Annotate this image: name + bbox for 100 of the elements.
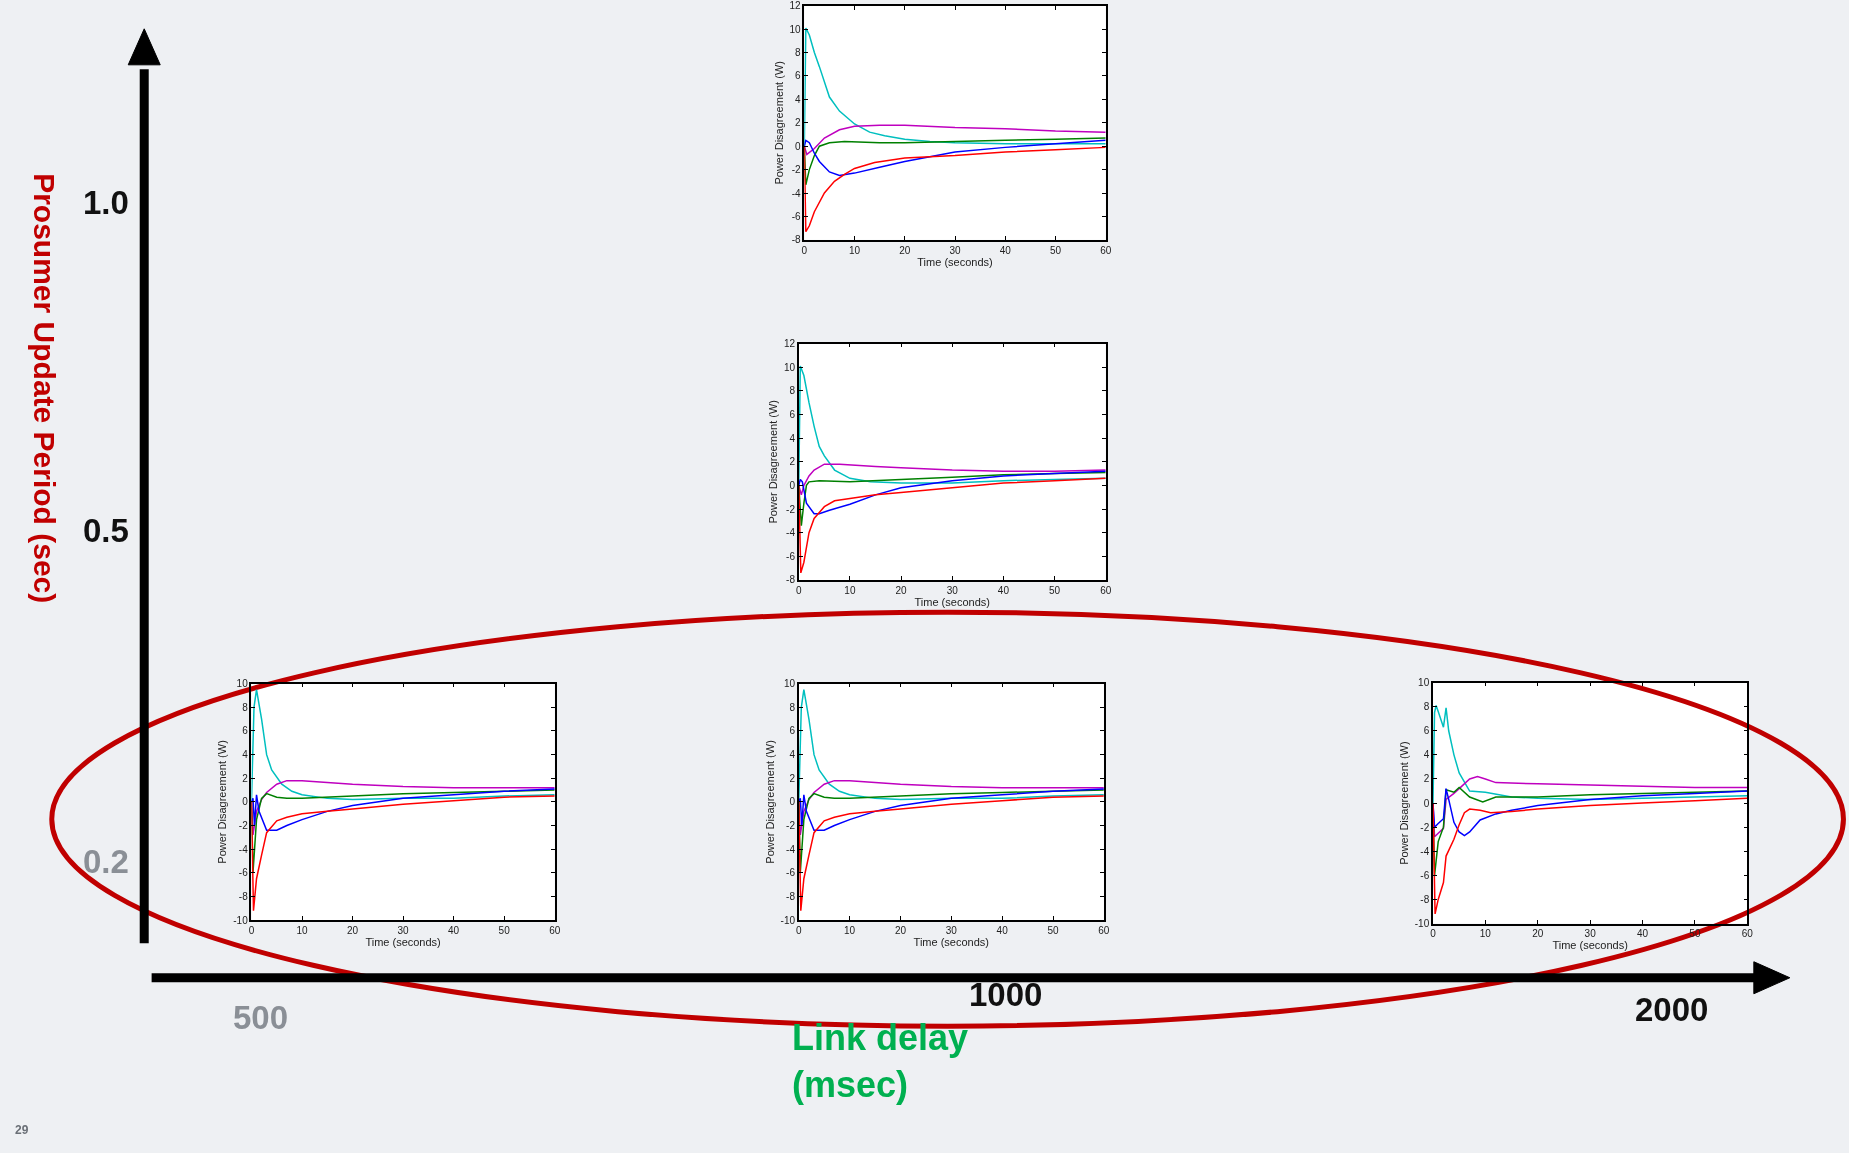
y-tick-label: -8 — [786, 890, 796, 902]
y-tick-label: 10 — [783, 361, 796, 373]
y-tick-label: -4 — [786, 527, 796, 539]
y-tick-label: 4 — [789, 749, 796, 761]
text: 1000 — [969, 976, 1043, 1013]
x-tick-label: 30 — [946, 584, 959, 596]
x-tick-label: 60 — [549, 924, 561, 936]
x-tick-label: 30 — [1584, 928, 1597, 940]
y-tick-label: -2 — [786, 503, 796, 515]
text: 2000 — [1635, 991, 1709, 1028]
x-axis-title: Time (seconds) — [365, 935, 441, 948]
y-tick-label: -8 — [786, 574, 796, 586]
line-series — [1432, 775, 1748, 838]
y-tick-label: -6 — [786, 867, 796, 879]
x-tick-label: 10 — [296, 924, 308, 936]
text: 500 — [233, 999, 289, 1036]
x-tick-label: 20 — [346, 924, 359, 936]
line-series — [798, 795, 1104, 912]
y-tick-label: -6 — [1420, 869, 1430, 881]
y-tick-label: 8 — [789, 701, 796, 713]
y-tick-label: 4 — [789, 432, 796, 444]
line-series — [251, 688, 555, 803]
line-series — [251, 779, 555, 836]
y-tick-label: -2 — [791, 164, 801, 176]
x-tick-label: 10 — [844, 924, 856, 936]
line-series — [804, 137, 1106, 186]
x-tick-label: 40 — [997, 584, 1010, 596]
y-tick-label: 6 — [795, 70, 801, 82]
x-tick-label: 50 — [1049, 244, 1062, 256]
line-series — [1432, 787, 1748, 837]
text: Prosumer Update Period (sec) — [27, 173, 61, 604]
line-series — [798, 477, 1106, 574]
x-tick-label: 60 — [1100, 584, 1112, 596]
line-series — [798, 788, 1104, 832]
x-tick-label: 10 — [848, 244, 861, 256]
y-tick-label: -8 — [791, 234, 801, 246]
x-tick-label: 40 — [996, 924, 1009, 936]
line-series — [804, 124, 1106, 156]
y-tick-label: 12 — [789, 0, 801, 12]
y-tick-label: 10 — [789, 23, 801, 35]
y-tick-label: 10 — [1418, 677, 1430, 689]
y-tick-label: -4 — [786, 843, 796, 855]
x-tick-label: 60 — [1741, 928, 1754, 940]
x-axis-title: Time (seconds) — [914, 595, 990, 608]
y-axis-title: Power Disagreement (W) — [767, 400, 780, 524]
y-tick-label: 6 — [242, 725, 249, 737]
y-tick-label: -10 — [233, 914, 249, 926]
text: 1.0 — [83, 184, 129, 221]
y-tick-label: 8 — [795, 47, 801, 59]
line-series — [804, 139, 1106, 177]
y-tick-label: -4 — [791, 187, 801, 199]
text: 0.2 — [83, 843, 129, 880]
y-tick-label: 8 — [789, 385, 796, 397]
x-axis-title: Time (seconds) — [913, 935, 990, 948]
y-axis-title: Power Disagreement (W) — [1397, 741, 1410, 865]
y-tick-label: 4 — [1423, 749, 1430, 761]
x-tick-label: 20 — [899, 244, 911, 256]
y-tick-label: 4 — [795, 93, 801, 105]
x-tick-label: 20 — [895, 584, 908, 596]
y-tick-label: 6 — [789, 409, 796, 420]
y-tick-label: 10 — [783, 678, 796, 690]
y-tick-label: -2 — [786, 820, 796, 832]
x-tick-label: 60 — [1098, 924, 1110, 936]
y-tick-label: -4 — [1420, 845, 1430, 857]
y-tick-label: 0 — [789, 796, 796, 808]
y-tick-label: 2 — [789, 772, 796, 784]
line-series — [1432, 797, 1748, 915]
y-tick-label: -2 — [1420, 821, 1430, 833]
x-tick-label: 40 — [999, 244, 1012, 256]
y-tick-label: 2 — [795, 117, 801, 129]
x-tick-label: 60 — [1100, 244, 1112, 256]
x-tick-label: 20 — [894, 924, 907, 936]
y-tick-label: 12 — [783, 338, 796, 350]
y-tick-label: -6 — [238, 867, 249, 879]
y-tick-label: 2 — [1423, 773, 1430, 785]
y-tick-label: -2 — [238, 820, 249, 832]
x-tick-label: 30 — [945, 924, 958, 936]
line-series — [798, 779, 1104, 836]
y-tick-label: -8 — [238, 890, 249, 902]
line-series — [804, 145, 1106, 233]
text: 0.5 — [83, 512, 129, 549]
y-axis-title: Power Disagreement (W) — [216, 740, 229, 864]
line-series — [798, 688, 1104, 803]
y-tick-label: -4 — [238, 843, 249, 855]
y-tick-label: 2 — [789, 456, 796, 468]
x-tick-label: 50 — [1048, 584, 1061, 596]
y-tick-label: 4 — [242, 749, 249, 761]
text: Link delay (msec) — [792, 1017, 969, 1105]
line-series — [1432, 704, 1748, 804]
y-tick-label: -10 — [1414, 918, 1430, 930]
y-tick-label: 10 — [236, 678, 249, 690]
x-tick-label: 50 — [1047, 924, 1060, 936]
x-tick-label: 40 — [1636, 928, 1649, 940]
y-axis-title: Power Disagreement (W) — [772, 61, 785, 185]
y-tick-label: -10 — [780, 914, 796, 926]
y-tick-label: 8 — [1423, 701, 1430, 713]
y-tick-label: 2 — [242, 772, 249, 784]
x-tick-label: 30 — [397, 924, 410, 936]
line-series — [804, 27, 1106, 147]
x-axis-title: Time (seconds) — [917, 255, 993, 268]
